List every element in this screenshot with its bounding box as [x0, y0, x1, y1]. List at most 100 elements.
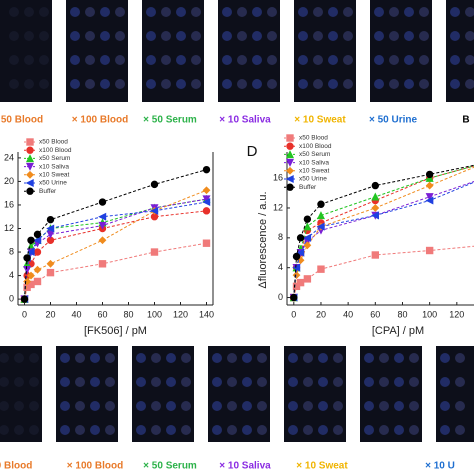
marker: [150, 248, 159, 256]
well: [75, 377, 85, 387]
well: [176, 7, 186, 17]
well: [29, 377, 39, 387]
well: [115, 31, 125, 41]
well: [176, 31, 186, 41]
well: [465, 55, 474, 65]
well: [14, 377, 24, 387]
marker: [33, 265, 42, 274]
well: [333, 401, 343, 411]
well: [237, 7, 247, 17]
well: [146, 7, 156, 17]
well: [379, 377, 389, 387]
well: [100, 55, 110, 65]
well: [328, 7, 338, 17]
well: [181, 425, 191, 435]
well: [70, 55, 80, 65]
series-line: [293, 165, 474, 298]
legend-marker: [25, 162, 35, 171]
sample-label: × 50 Urine: [369, 115, 418, 126]
well: [237, 31, 247, 41]
well: [105, 353, 115, 363]
well: [181, 353, 191, 363]
well: [90, 401, 100, 411]
well: [288, 401, 298, 411]
well: [450, 7, 460, 17]
well: [151, 401, 161, 411]
well: [328, 31, 338, 41]
marker: [316, 222, 325, 231]
well: [136, 353, 146, 363]
well: [419, 7, 429, 17]
marker: [290, 293, 298, 302]
well: [318, 425, 328, 435]
well: [379, 353, 389, 363]
legend-marker: [286, 183, 294, 191]
well: [303, 401, 313, 411]
well: [39, 79, 49, 89]
legend-marker: [285, 174, 294, 184]
legend-label: x50 Urine: [39, 180, 67, 187]
marker: [296, 248, 305, 257]
well: [440, 353, 450, 363]
marker: [98, 221, 107, 230]
well: [136, 401, 146, 411]
well: [328, 55, 338, 65]
marker: [98, 260, 107, 268]
well: [298, 55, 308, 65]
well: [257, 401, 267, 411]
well: [252, 31, 262, 41]
well: [404, 55, 414, 65]
well: [379, 425, 389, 435]
well: [419, 55, 429, 65]
series-line: [24, 189, 207, 300]
well: [0, 425, 9, 435]
well: [90, 353, 100, 363]
well: [85, 55, 95, 65]
well: [14, 425, 24, 435]
well: [85, 31, 95, 41]
marker: [202, 198, 211, 207]
well: [146, 79, 156, 89]
well: [191, 55, 201, 65]
legend-label: x50 Urine: [299, 176, 327, 183]
legend-marker: [285, 150, 295, 159]
well: [364, 425, 374, 435]
sample-label: × 10 Saliva: [219, 115, 271, 126]
marker: [33, 277, 42, 286]
well: [267, 31, 277, 41]
y-tick-label: 8: [278, 232, 283, 242]
x-tick-label: 0: [22, 309, 27, 319]
well: [409, 353, 419, 363]
marker: [202, 186, 211, 195]
x-tick-label: 0: [291, 309, 296, 319]
well: [267, 79, 277, 89]
legend-marker: [25, 154, 35, 163]
marker: [303, 215, 312, 223]
marker: [316, 211, 325, 220]
well: [374, 79, 384, 89]
marker: [46, 230, 55, 239]
marker: [23, 265, 32, 275]
well: [151, 377, 161, 387]
well: [267, 7, 277, 17]
x-axis-title: [CPA] / pM: [372, 325, 424, 337]
well: [374, 31, 384, 41]
marker: [20, 295, 29, 303]
well: [288, 425, 298, 435]
legend-marker: [26, 170, 34, 179]
marker: [292, 282, 301, 291]
well: [364, 353, 374, 363]
legend-label: x100 Blood: [39, 147, 72, 154]
x-tick-label: 40: [343, 309, 353, 319]
series-line: [293, 181, 474, 298]
sample-label: × 10 U: [425, 461, 455, 472]
sample-label: × 50 Serum: [143, 115, 197, 126]
well: [409, 401, 419, 411]
marker: [425, 193, 434, 202]
x-tick-label: 40: [71, 309, 81, 319]
sample-label: × 10 Saliva: [219, 461, 271, 472]
well: [60, 377, 70, 387]
legend-marker: [26, 187, 34, 195]
y-tick-label: 0: [278, 292, 283, 302]
